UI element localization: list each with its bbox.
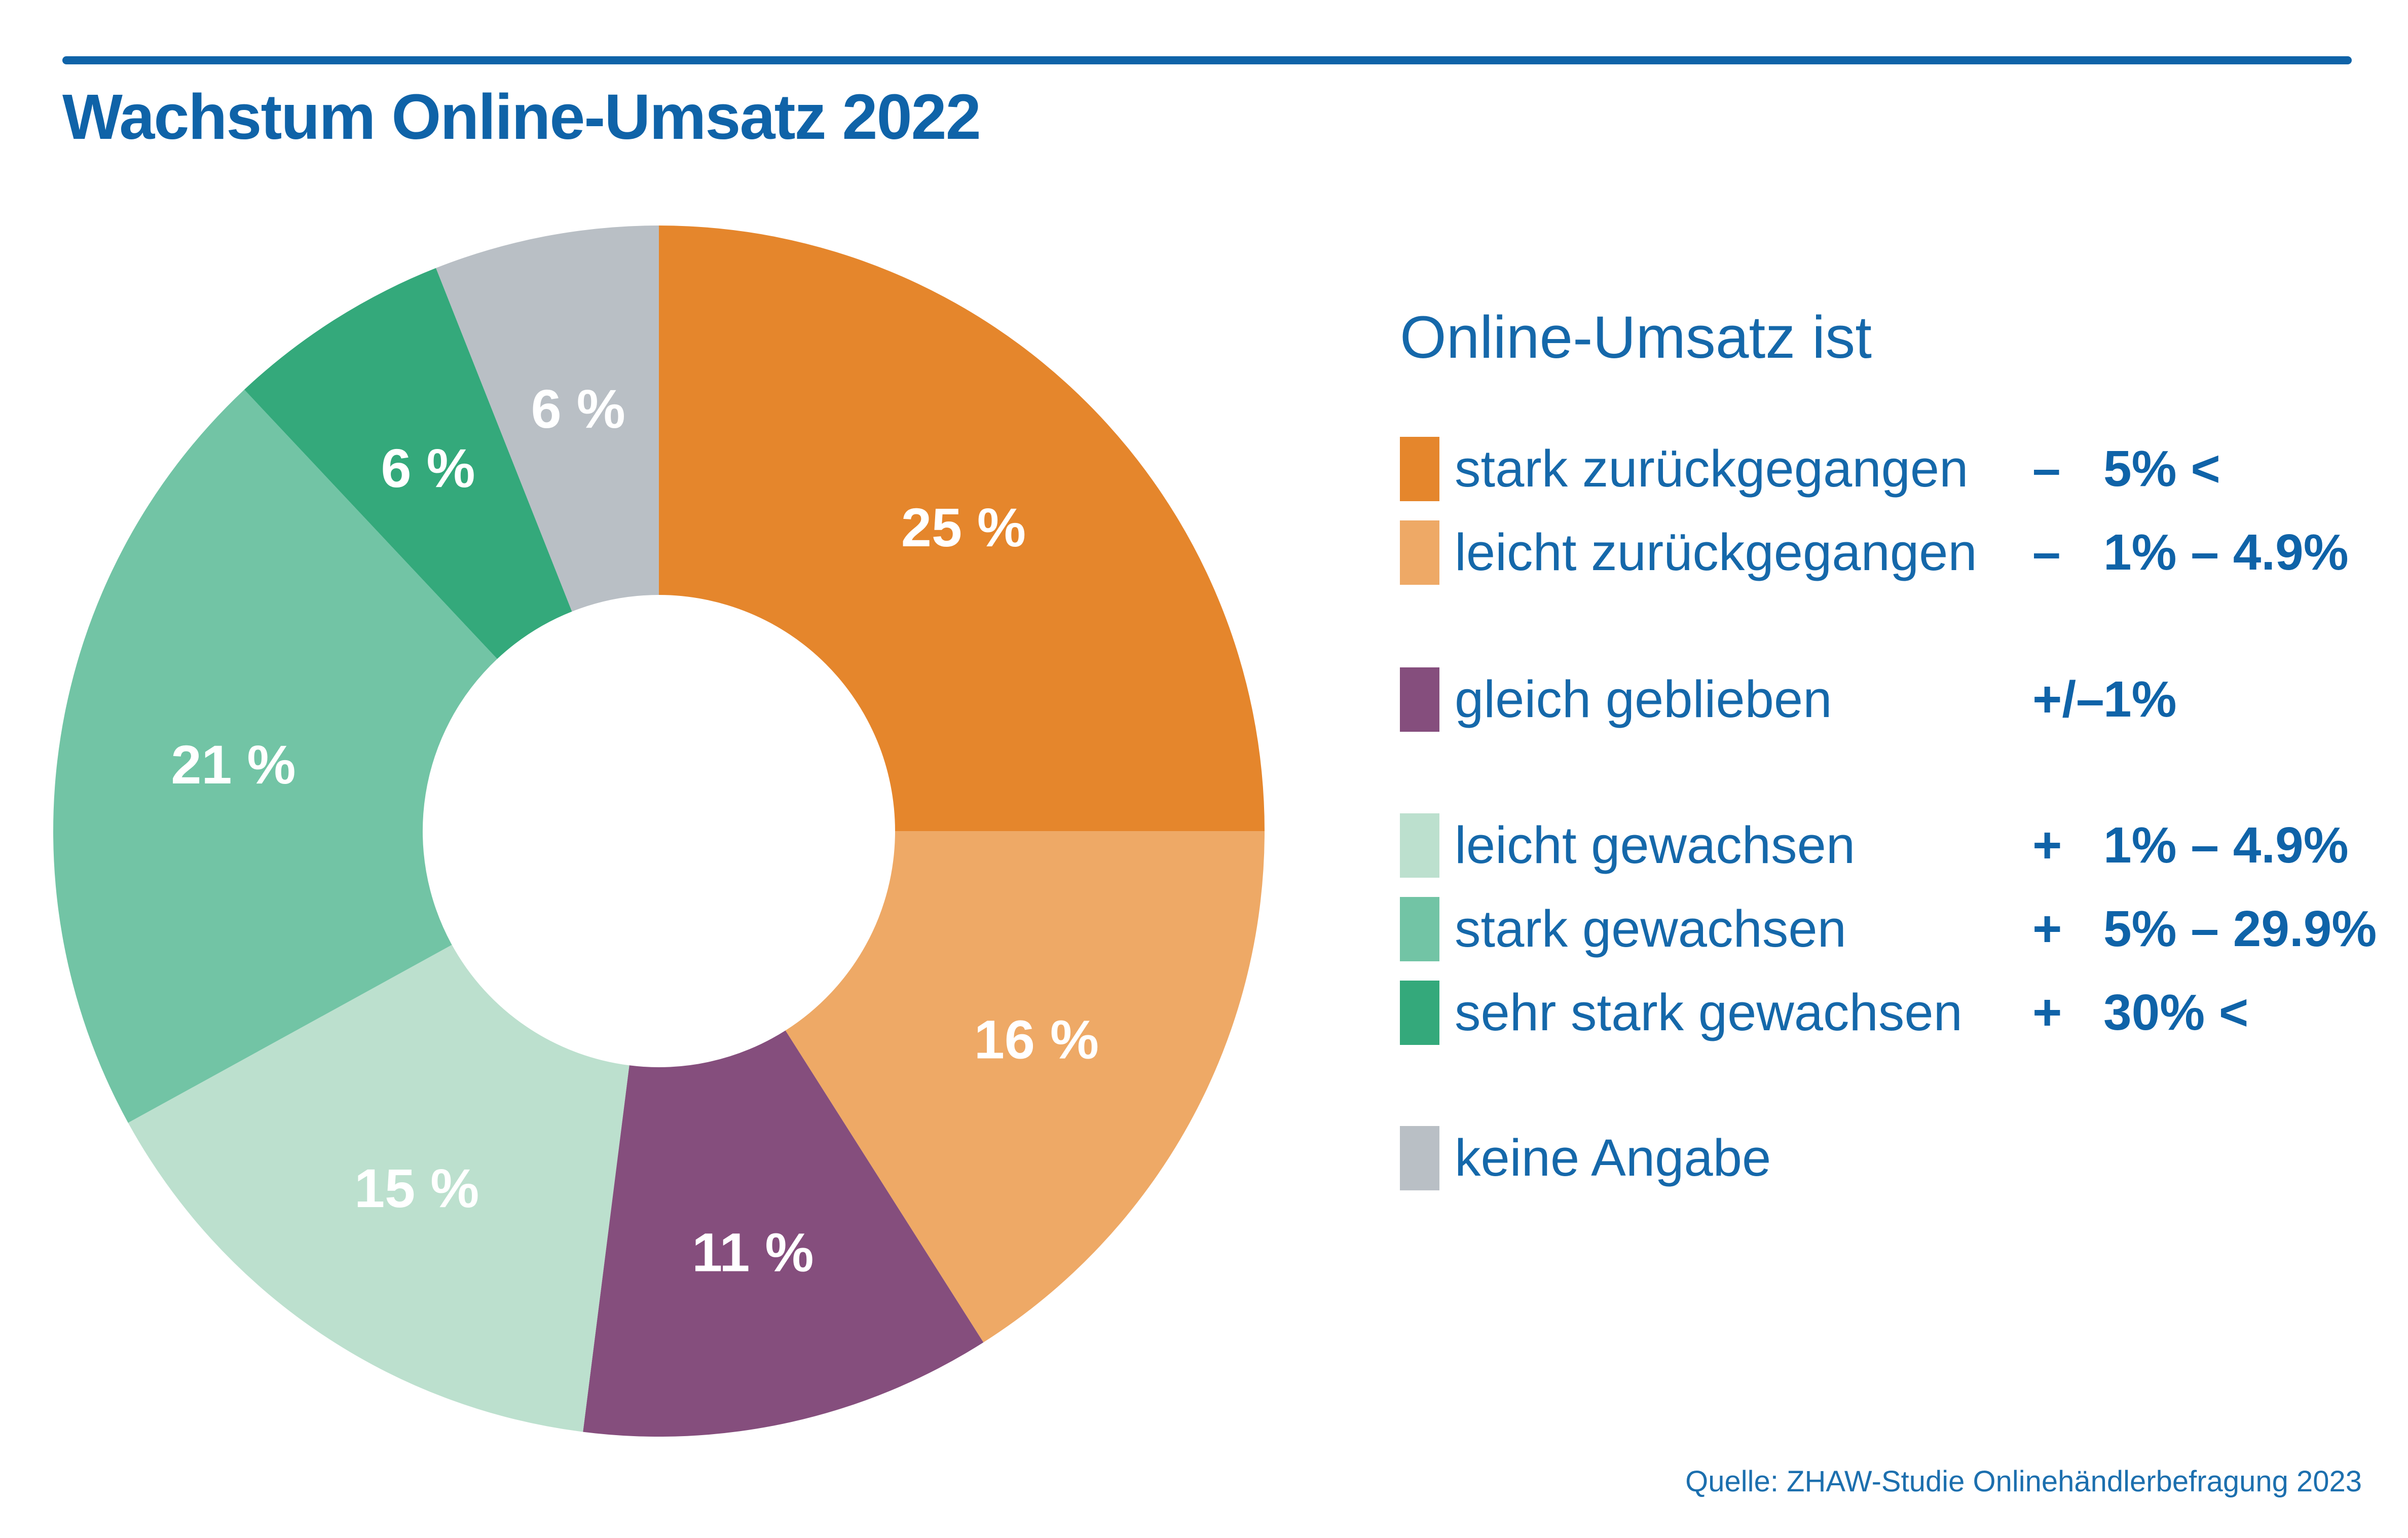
legend-value-range: 1%: [2103, 671, 2177, 728]
slice-label-leicht-zurueckgegangen: 16 %: [974, 1008, 1099, 1070]
top-rule: [62, 56, 2352, 64]
slice-label-leicht-gewachsen: 15 %: [354, 1157, 479, 1219]
slice-stark-zurueckgegangen: [659, 226, 1265, 831]
legend-value-range: 30% <: [2103, 984, 2249, 1041]
legend-item-gleich-geblieben: gleich geblieben +/– 1%: [1400, 666, 2393, 732]
legend-swatch: [1400, 520, 1439, 585]
legend-label: stark zurückgegangen: [1455, 439, 1969, 498]
slice-label-stark-gewachsen: 21 %: [171, 734, 295, 795]
legend-swatch: [1400, 897, 1439, 961]
slice-label-keine-angabe: 6 %: [531, 378, 625, 439]
legend-swatch: [1400, 437, 1439, 501]
legend-label: leicht gewachsen: [1455, 816, 1856, 874]
legend-item-keine-angabe: keine Angabe: [1400, 1125, 2393, 1191]
legend-label: sehr stark gewachsen: [1455, 983, 1962, 1041]
legend-heading: Online-Umsatz ist: [1400, 304, 1872, 371]
slice-label-sehr-stark-gewachsen: 6 %: [381, 437, 475, 499]
legend-value-sign: +: [2032, 817, 2062, 874]
slice-label-stark-zurueckgegangen: 25 %: [901, 497, 1026, 558]
legend-swatch: [1400, 813, 1439, 878]
source-note: Quelle: ZHAW-Studie Onlinehändlerbefragu…: [1685, 1465, 2362, 1498]
legend-swatch: [1400, 667, 1439, 732]
legend-value-range: 5% <: [2103, 440, 2220, 497]
legend-item-stark-zurueckgegangen: stark zurückgegangen – 5% <: [1400, 436, 2393, 502]
slice-leicht-gewachsen: [128, 945, 629, 1432]
legend-label: gleich geblieben: [1455, 670, 1832, 728]
legend-label: stark gewachsen: [1455, 899, 1846, 958]
legend-swatch: [1400, 1126, 1439, 1190]
slice-gleich-geblieben: [583, 1030, 984, 1437]
legend-value-sign: –: [2032, 524, 2061, 581]
legend-value-sign: +/–: [2032, 671, 2104, 728]
legend-value-sign: –: [2032, 440, 2061, 497]
legend-value-range: 1% – 4.9%: [2103, 817, 2349, 874]
donut-chart: 25 % 16 % 11 % 15 % 21 % 6 % 6 %: [53, 226, 1265, 1437]
legend-item-stark-gewachsen: stark gewachsen + 5% – 29.9%: [1400, 896, 2393, 962]
legend-item-leicht-gewachsen: leicht gewachsen + 1% – 4.9%: [1400, 812, 2393, 878]
legend-label: keine Angabe: [1455, 1129, 1771, 1187]
slice-sehr-stark-gewachsen: [244, 268, 572, 659]
legend-item-sehr-stark-gewachsen: sehr stark gewachsen + 30% <: [1400, 980, 2393, 1045]
legend-value-range: 5% – 29.9%: [2103, 901, 2377, 957]
slice-leicht-zurueckgegangen: [785, 831, 1265, 1342]
page-title: Wachstum Online-Umsatz 2022: [62, 81, 981, 153]
slice-stark-gewachsen: [53, 389, 498, 1123]
slice-keine-angabe: [436, 226, 659, 612]
legend-label: leicht zurückgegangen: [1455, 523, 1977, 581]
legend-value-sign: +: [2032, 984, 2062, 1041]
legend-swatch: [1400, 981, 1439, 1045]
slice-label-gleich-geblieben: 11 %: [692, 1221, 813, 1283]
legend-value-sign: +: [2032, 901, 2062, 957]
legend-value-range: 1% – 4.9%: [2103, 524, 2349, 581]
legend-item-leicht-zurueckgegangen: leicht zurückgegangen – 1% – 4.9%: [1400, 519, 2393, 585]
